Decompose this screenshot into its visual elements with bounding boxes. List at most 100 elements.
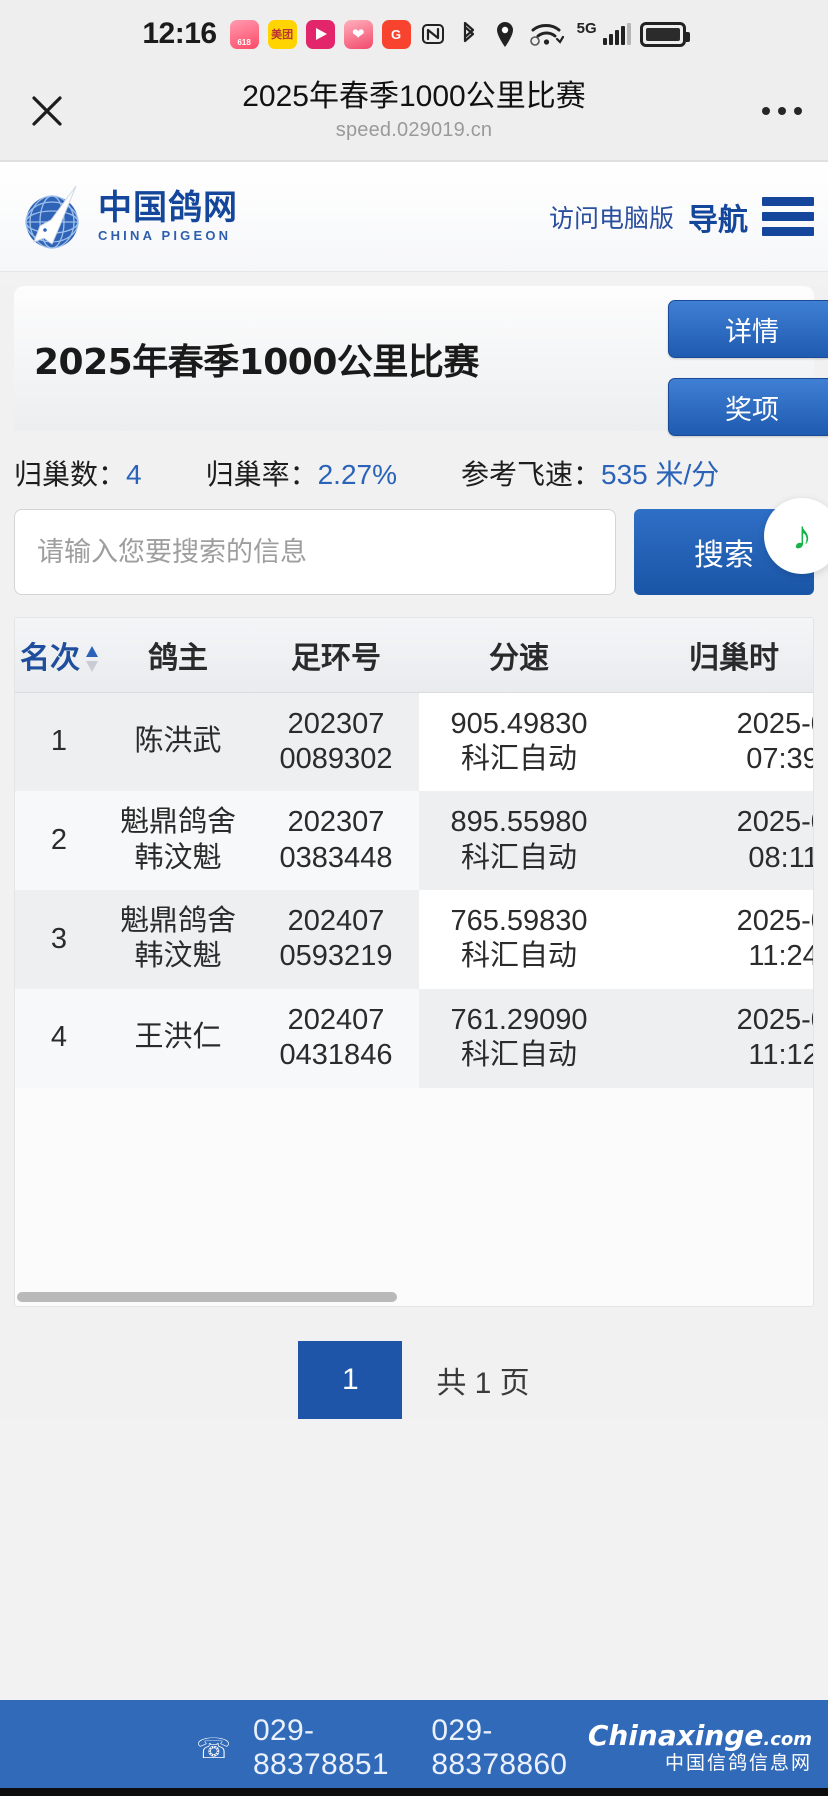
page-number-1[interactable]: 1: [298, 1341, 403, 1419]
site-logo[interactable]: 中国鸽网 CHINA PIGEON: [18, 180, 238, 254]
cell-ring: 202307 0089302: [253, 692, 419, 792]
horizontal-scrollbar[interactable]: [17, 1292, 397, 1302]
hamburger-menu-icon[interactable]: [762, 197, 814, 236]
race-title: 2025年春季1000公里比赛: [34, 341, 479, 383]
618-promo-icon: [229, 19, 259, 49]
cell-return-clock: 11:24:5: [748, 940, 813, 973]
cell-owner: 魁鼎鸽舍韩汶魁: [103, 791, 253, 890]
cell-rank: 1: [15, 692, 103, 792]
footer-brand-cn: 中国信鸽信息网: [664, 1753, 812, 1775]
cell-speed: 895.55980 科汇自动: [419, 791, 619, 890]
column-header-rank-label: 名次: [20, 641, 80, 675]
page-url: speed.029019.cn: [335, 118, 493, 141]
cell-ring: 202307 0383448: [253, 791, 419, 890]
cell-speed-note: 科汇自动: [460, 940, 577, 973]
site-logo-en: CHINA PIGEON: [98, 228, 232, 243]
nav-label[interactable]: 导航: [688, 203, 748, 237]
cell-speed-value: 765.59830: [450, 905, 588, 937]
system-nav-bar: [0, 1788, 828, 1796]
main-content: 2025年春季1000公里比赛 详情 奖项 归巢数：4 归巢率：2.27% 参考…: [0, 286, 828, 1419]
table-row[interactable]: 3 魁鼎鸽舍韩汶魁 202407 0593219 765.59830 科汇自动 …: [15, 890, 813, 989]
stat-return-rate-label: 归巢率：: [205, 459, 318, 490]
cell-return-time: 2025-05 11:12:3: [619, 988, 813, 1088]
618-heart-icon: [343, 19, 373, 49]
footer-brand-en: Chinaxinge.com: [587, 1718, 812, 1752]
footer-phone-2[interactable]: 029-88378860: [431, 1714, 568, 1781]
cell-speed-value: 895.55980: [450, 806, 588, 839]
page-title: 2025年春季1000公里比赛: [242, 80, 586, 114]
cell-return-date: 2025-05: [736, 806, 813, 839]
cell-ring-bottom: 0431846: [279, 1039, 393, 1072]
meituan-icon: [267, 19, 297, 49]
status-bar: 12:16 5G: [0, 0, 828, 62]
cell-ring-top: 202307: [287, 806, 385, 839]
stat-return-count-label: 归巢数：: [14, 459, 127, 490]
cell-owner: 魁鼎鸽舍韩汶魁: [103, 890, 253, 989]
column-header-ring[interactable]: 足环号: [253, 618, 419, 693]
footer-brand-en-suffix: .com: [763, 1728, 812, 1750]
site-logo-text: 中国鸽网 CHINA PIGEON: [98, 191, 238, 242]
cell-ring-bottom: 0089302: [279, 742, 393, 775]
music-note-icon[interactable]: ♪: [764, 498, 828, 574]
cell-ring-bottom: 0593219: [279, 940, 393, 973]
battery-icon: [639, 21, 690, 47]
footer-contact: ☏ 029-88378851 029-88378860: [196, 1714, 588, 1782]
video-play-icon: [305, 19, 335, 49]
table-row[interactable]: 1 陈洪武 202307 0089302 905.49830 科汇自动 2025…: [15, 692, 813, 792]
column-header-rank[interactable]: 名次: [15, 618, 103, 693]
horizontal-scroll-track: [15, 1292, 813, 1304]
cell-return-date: 2025-05: [736, 905, 813, 937]
page-total-label: 共 1 页: [436, 1367, 530, 1400]
cell-ring: 202407 0431846: [253, 988, 419, 1088]
sort-ascending-icon: [86, 645, 98, 672]
column-header-owner[interactable]: 鸽主: [103, 618, 253, 693]
cell-speed-note: 科汇自动: [460, 841, 577, 874]
pc-version-link[interactable]: 访问电脑版: [548, 204, 674, 233]
nfc-icon: [420, 19, 447, 49]
cell-speed: 761.29090 科汇自动: [419, 988, 619, 1088]
results-table-container[interactable]: 名次 鸽主 足环号 分速 归巢时 1 陈洪武 202307 0089: [14, 617, 814, 1307]
award-button[interactable]: 奖项: [668, 378, 828, 436]
race-stats: 归巢数：4 归巢率：2.27% 参考飞速：535 米/分: [0, 431, 828, 503]
network-type-label: 5G: [576, 19, 597, 37]
site-logo-cn: 中国鸽网: [98, 188, 238, 228]
table-body: 1 陈洪武 202307 0089302 905.49830 科汇自动 2025…: [15, 692, 813, 1088]
more-options-icon[interactable]: [762, 107, 802, 115]
cell-rank: 4: [15, 988, 103, 1088]
bluetooth-icon: [456, 19, 483, 49]
cell-speed-value: 905.49830: [450, 707, 588, 740]
detail-button[interactable]: 详情: [668, 300, 828, 358]
table-row[interactable]: 4 王洪仁 202407 0431846 761.29090 科汇自动 2025…: [15, 988, 813, 1088]
table-header-row: 名次 鸽主 足环号 分速 归巢时: [15, 618, 813, 693]
cell-ring-top: 202307: [287, 707, 385, 740]
column-header-return-time[interactable]: 归巢时: [619, 618, 813, 693]
cell-rank: 3: [15, 890, 103, 989]
column-header-speed[interactable]: 分速: [419, 618, 619, 693]
cell-owner: 王洪仁: [103, 988, 253, 1088]
cell-speed-value: 761.29090: [450, 1003, 588, 1036]
close-icon[interactable]: [22, 86, 72, 136]
cell-ring-top: 202407: [287, 1003, 385, 1036]
cell-speed-note: 科汇自动: [460, 1039, 577, 1072]
stat-reference-speed-label: 参考飞速：: [461, 459, 602, 490]
stat-return-rate-value: 2.27%: [317, 459, 398, 490]
table-row[interactable]: 2 魁鼎鸽舍韩汶魁 202307 0383448 895.55980 科汇自动 …: [15, 791, 813, 890]
site-header: 中国鸽网 CHINA PIGEON 访问电脑版 导航: [0, 162, 828, 272]
search-input[interactable]: [14, 509, 616, 595]
cell-rank: 2: [15, 791, 103, 890]
search-row: 搜索: [0, 509, 828, 595]
cell-return-date: 2025-05: [736, 707, 813, 740]
phone-icon: ☏: [196, 1732, 232, 1764]
cell-speed: 765.59830 科汇自动: [419, 890, 619, 989]
cell-return-time: 2025-05 11:24:5: [619, 890, 813, 989]
header-actions: 访问电脑版 导航: [549, 195, 814, 239]
titlebar-divider: [0, 160, 828, 162]
stat-reference-speed-value: 535 米/分: [601, 459, 720, 490]
signal-bars-icon: [602, 23, 631, 45]
music-note-glyph: ♪: [792, 514, 812, 558]
cell-ring: 202407 0593219: [253, 890, 419, 989]
cell-return-time: 2025-05 08:11:3: [619, 791, 813, 890]
footer-phone-1[interactable]: 029-88378851: [253, 1714, 389, 1781]
footer-brand-en-name: Chinaxinge: [587, 1718, 764, 1752]
